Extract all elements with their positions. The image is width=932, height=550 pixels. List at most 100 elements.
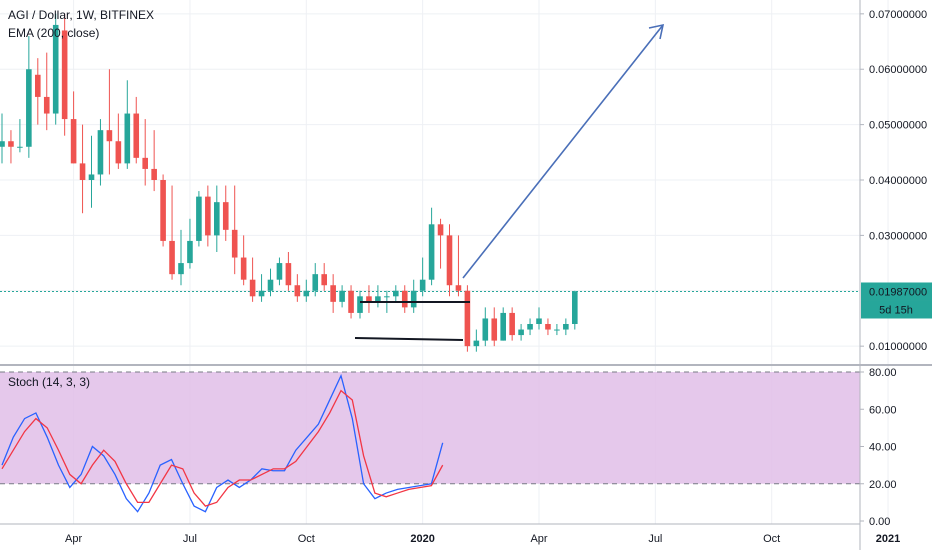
time-tick-label: Oct — [763, 533, 780, 545]
candle[interactable] — [26, 36, 32, 158]
stoch-tick-label: 20.00 — [869, 479, 897, 491]
candle[interactable] — [160, 174, 166, 247]
candle[interactable] — [375, 285, 381, 308]
candle[interactable] — [240, 235, 247, 286]
candle[interactable] — [35, 58, 41, 125]
candle[interactable] — [106, 69, 113, 175]
candle[interactable] — [473, 329, 480, 352]
candle[interactable] — [464, 285, 471, 352]
stoch-tick-label: 80.00 — [869, 367, 897, 379]
candle[interactable] — [294, 274, 301, 302]
candle[interactable] — [196, 191, 202, 247]
candle[interactable] — [401, 285, 408, 313]
candle[interactable] — [482, 307, 489, 347]
time-tick-label: 2021 — [876, 533, 900, 545]
candle[interactable] — [312, 263, 319, 297]
candle[interactable] — [572, 290, 578, 330]
price-tick-label: 0.03000000 — [869, 230, 927, 242]
candle[interactable] — [267, 268, 274, 297]
candle[interactable] — [491, 307, 498, 347]
candle[interactable] — [142, 119, 148, 186]
stoch-k-line — [1, 373, 444, 513]
candle[interactable] — [509, 307, 515, 341]
time-tick-label: Oct — [298, 533, 315, 545]
legend-oscillator[interactable]: Stoch (14, 3, 3) — [8, 375, 91, 389]
candle[interactable] — [8, 130, 14, 164]
stoch-d-line — [1, 389, 444, 507]
time-tick-label: Jul — [648, 533, 662, 545]
candle[interactable] — [52, 13, 59, 125]
candle[interactable] — [527, 318, 533, 336]
candle[interactable] — [303, 279, 310, 302]
candle[interactable] — [70, 91, 77, 164]
candle[interactable] — [500, 307, 506, 341]
candle[interactable] — [124, 80, 131, 169]
candle[interactable] — [446, 224, 453, 297]
candle[interactable] — [205, 185, 211, 247]
legend-symbol[interactable]: AGI / Dollar, 1W, BITFINEX — [8, 8, 155, 22]
candle[interactable] — [97, 119, 104, 186]
time-tick-label: Apr — [530, 533, 547, 545]
candle[interactable] — [169, 185, 175, 280]
last-price-value: 0.01987000 — [869, 286, 927, 298]
time-tick-label: 2020 — [410, 533, 434, 545]
candle[interactable] — [178, 229, 184, 286]
arrow-head — [648, 23, 665, 40]
candle[interactable] — [231, 185, 238, 275]
candle[interactable] — [249, 257, 256, 302]
projection-arrow — [462, 24, 664, 279]
candle[interactable] — [133, 96, 140, 164]
bar-countdown: 5d 15h — [879, 304, 913, 316]
last-price-tag: 0.01987000 5d 15h — [861, 282, 932, 319]
candle[interactable] — [79, 124, 86, 214]
candle[interactable] — [357, 290, 363, 319]
price-axis[interactable]: 0.07000000 0.06000000 0.05000000 0.04000000… — [859, 0, 927, 550]
candle[interactable] — [330, 274, 336, 313]
price-tick-label: 0.05000000 — [869, 120, 927, 132]
candle[interactable] — [285, 252, 292, 291]
candle[interactable] — [563, 318, 569, 336]
legend-indicator[interactable]: EMA (200, close) — [8, 26, 100, 40]
candle[interactable] — [536, 307, 542, 330]
time-tick-label: Apr — [65, 533, 82, 545]
candle[interactable] — [88, 135, 95, 208]
price-tick-label: 0.06000000 — [869, 64, 927, 76]
stoch-tick-label: 0.00 — [869, 516, 890, 528]
time-tick-label: Jul — [183, 533, 197, 545]
candle[interactable] — [43, 52, 50, 131]
candle[interactable] — [366, 285, 372, 313]
candle[interactable] — [17, 119, 23, 153]
candle[interactable] — [214, 185, 220, 252]
candle[interactable] — [258, 274, 265, 302]
stoch-lines[interactable] — [1, 373, 444, 513]
candle[interactable] — [437, 218, 444, 269]
stoch-axis[interactable]: 80.00 60.00 40.00 20.00 0.00 — [860, 367, 897, 528]
candle[interactable] — [348, 285, 354, 319]
candle[interactable] — [276, 257, 283, 286]
stoch-tick-label: 40.00 — [869, 442, 897, 454]
candle[interactable] — [151, 130, 157, 192]
candles[interactable] — [0, 13, 578, 352]
candle[interactable] — [419, 257, 426, 297]
candle[interactable] — [410, 279, 417, 313]
stoch-tick-label: 60.00 — [869, 404, 897, 416]
candle[interactable] — [518, 324, 524, 341]
candle[interactable] — [61, 13, 68, 136]
price-tick-label: 0.07000000 — [869, 9, 927, 21]
candle[interactable] — [545, 318, 551, 336]
candle[interactable] — [0, 113, 5, 164]
drawings[interactable] — [354, 23, 665, 341]
price-tick-label: 0.01000000 — [869, 341, 927, 353]
price-tick-label: 0.04000000 — [869, 175, 927, 187]
candle[interactable] — [393, 285, 399, 302]
candle[interactable] — [339, 285, 345, 308]
candle[interactable] — [187, 218, 193, 269]
time-axis[interactable]: AprJulOct2020AprJulOct2021AprJul — [0, 523, 932, 545]
candle[interactable] — [554, 324, 560, 336]
candle[interactable] — [115, 113, 122, 169]
candle[interactable] — [222, 185, 229, 241]
candle[interactable] — [428, 207, 435, 286]
candle[interactable] — [321, 263, 327, 291]
candle[interactable] — [455, 235, 462, 297]
